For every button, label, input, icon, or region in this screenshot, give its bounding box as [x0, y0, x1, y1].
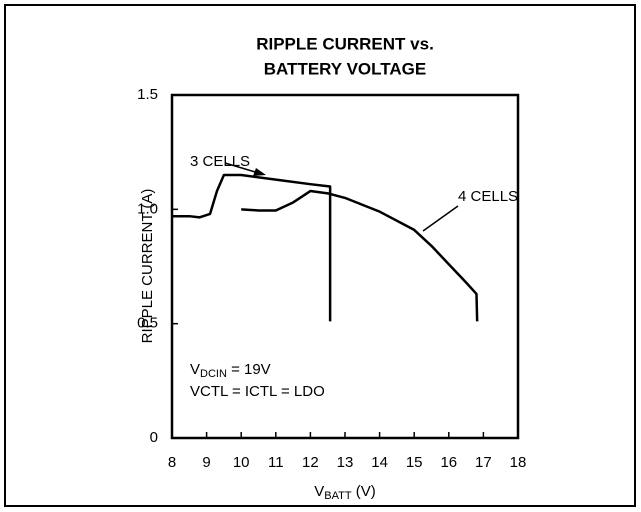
x-axis-label: VBATT (V) — [314, 483, 375, 502]
y-tick-label: 1.0 — [137, 200, 158, 217]
x-tick-label: 14 — [371, 454, 388, 471]
annotation-part: = 19V — [227, 361, 271, 378]
series-line — [241, 189, 479, 322]
arrow-head — [253, 168, 266, 176]
x-tick-label: 12 — [302, 454, 319, 471]
x-tick-label: 18 — [510, 454, 527, 471]
x-tick-label: 8 — [168, 454, 176, 471]
x-tick-label: 16 — [440, 454, 457, 471]
annotation: VCTL = ICTL = LDO — [190, 383, 325, 400]
x-tick-label: 9 — [202, 454, 210, 471]
x-axis-label-part: (V) — [352, 483, 376, 500]
series-line — [172, 173, 332, 322]
frame — [4, 4, 636, 507]
x-tick-label: 10 — [233, 454, 250, 471]
x-axis-label-part: V — [314, 483, 324, 500]
y-axis-label: RIPPLE CURRENT (A) — [139, 189, 156, 344]
annotation: VDCIN = 19V — [190, 361, 271, 380]
annotation-sub: DCIN — [200, 368, 227, 380]
x-tick-label: 17 — [475, 454, 492, 471]
y-tick-label: 0.5 — [137, 315, 158, 332]
x-axis-label-sub: BATT — [324, 490, 352, 502]
leader-line — [422, 205, 459, 232]
chart-title: RIPPLE CURRENT vs. — [256, 34, 434, 53]
y-tick-label: 1.5 — [137, 86, 158, 103]
series-label: 4 CELLS — [458, 188, 518, 205]
x-tick-label: 15 — [406, 454, 423, 471]
y-tick-label: 0 — [150, 429, 158, 446]
x-tick-label: 11 — [268, 454, 284, 471]
annotation-part: V — [190, 361, 200, 378]
chart-title: BATTERY VOLTAGE — [264, 59, 426, 78]
x-tick-label: 13 — [337, 454, 354, 471]
